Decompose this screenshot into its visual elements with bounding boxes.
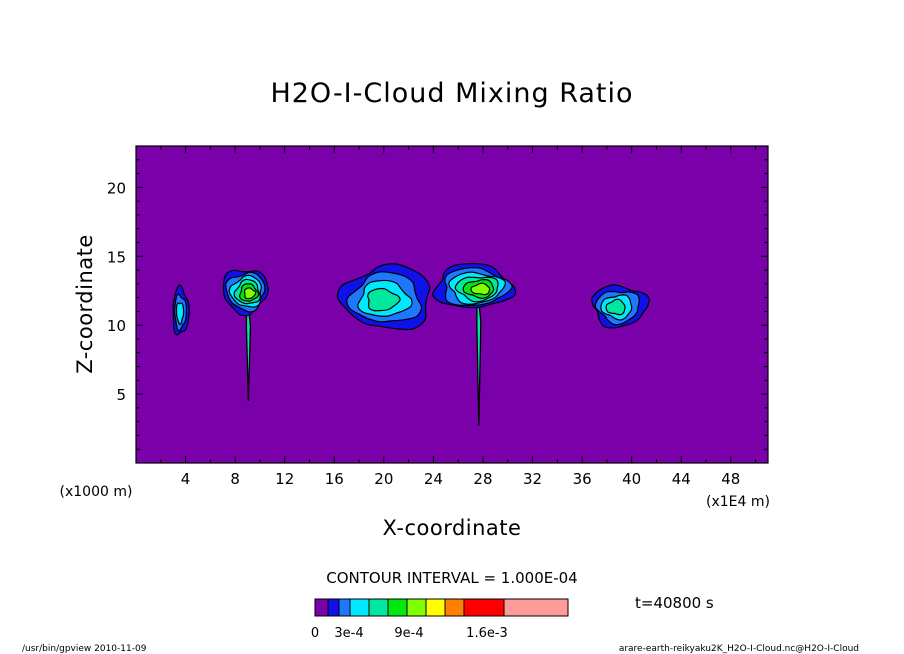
y-axis-title: Z-coordinate — [73, 234, 97, 374]
cloud-stem — [476, 286, 482, 426]
y-tick-label: 5 — [116, 386, 126, 404]
footer-right: arare-earth-reikyaku2K_H2O-I-Cloud.nc@H2… — [619, 644, 859, 654]
x-tick-label: 12 — [275, 470, 294, 488]
contour-level-6 — [243, 287, 257, 300]
colorbar-swatch — [406, 598, 427, 617]
contour-level-4 — [605, 298, 626, 316]
x-tick-label: 24 — [424, 470, 443, 488]
colorbar-swatch — [425, 598, 446, 617]
colorbar-swatch — [503, 598, 569, 617]
colorbar-swatch — [444, 598, 465, 617]
colorbar-tick-label: 3e-4 — [334, 626, 363, 641]
colorbar-tick-labels: 0 3e-4 9e-4 1.6e-3 — [311, 626, 508, 641]
colorbar — [314, 598, 569, 617]
cloud-cell — [336, 263, 431, 331]
contour-level-4 — [367, 287, 401, 312]
colorbar-tick-label: 1.6e-3 — [466, 626, 508, 641]
colorbar-swatch — [349, 598, 370, 617]
x-tick-label: 16 — [325, 470, 344, 488]
contour-interval-label: CONTOUR INTERVAL = 1.000E-04 — [326, 569, 577, 587]
x-tick-label: 28 — [473, 470, 492, 488]
x-scale-label: (x1E4 m) — [706, 494, 770, 510]
colorbar-tick-label: 9e-4 — [394, 626, 423, 641]
y-tick-label: 10 — [107, 317, 126, 335]
colorbar-swatch — [463, 598, 505, 617]
x-axis-title: X-coordinate — [383, 516, 522, 540]
x-tick-label: 44 — [672, 470, 691, 488]
cloud-cell — [172, 284, 190, 336]
x-tick-label: 48 — [721, 470, 740, 488]
footer-left: /usr/bin/gpview 2010-11-09 — [22, 644, 147, 654]
colorbar-swatch — [314, 598, 329, 617]
x-tick-label: 8 — [230, 470, 240, 488]
cloud-cell — [432, 262, 517, 426]
colorbar-swatch — [387, 598, 408, 617]
x-tick-label: 4 — [181, 470, 191, 488]
colorbar-swatch — [327, 598, 340, 617]
x-tick-label: 32 — [523, 470, 542, 488]
time-label: t=40800 s — [635, 594, 714, 612]
contour-cells — [172, 262, 650, 426]
x-tick-label: 40 — [622, 470, 641, 488]
cloud-cell — [222, 269, 269, 401]
x-unit-label: (x1000 m) — [60, 484, 133, 500]
colorbar-swatch — [338, 598, 351, 617]
x-tick-label: 20 — [374, 470, 393, 488]
chart-title: H2O-I-Cloud Mixing Ratio — [270, 78, 633, 109]
y-tick-label: 20 — [107, 179, 126, 197]
contour-level-6 — [470, 282, 491, 296]
contour-level-3 — [175, 302, 185, 325]
cloud-cell — [591, 284, 650, 329]
x-tick-label: 36 — [573, 470, 592, 488]
colorbar-swatch — [368, 598, 389, 617]
colorbar-tick-label: 0 — [311, 626, 319, 641]
y-tick-label: 15 — [107, 248, 126, 266]
plot-frame — [135, 145, 769, 464]
